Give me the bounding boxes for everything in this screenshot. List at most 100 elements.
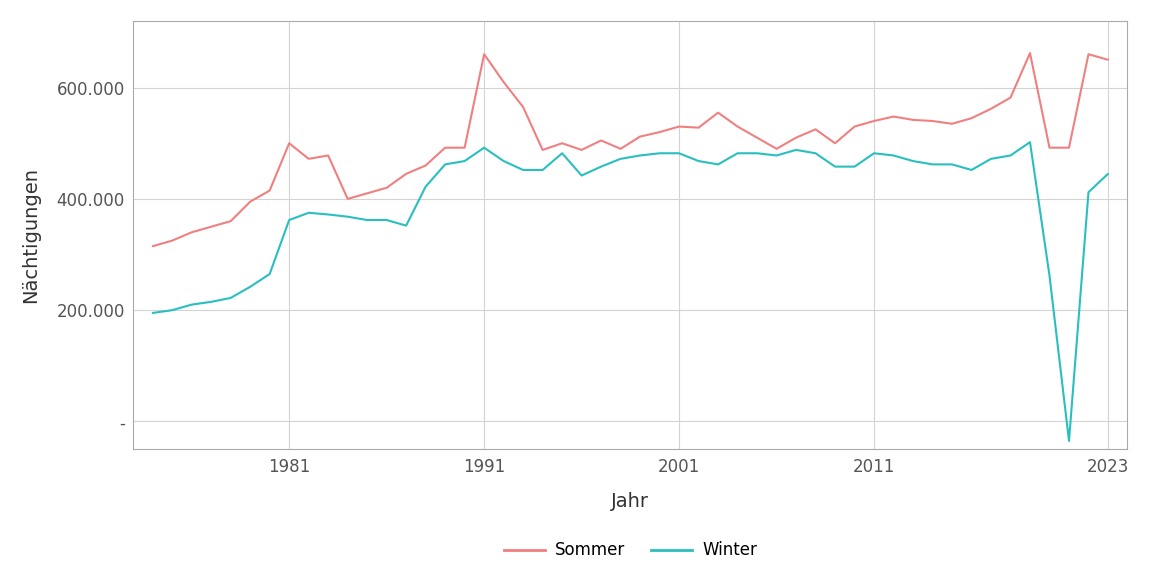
- Winter: [809, 150, 823, 157]
- Winter: [925, 161, 939, 168]
- Winter: [848, 163, 862, 170]
- Winter: [945, 161, 958, 168]
- Winter: [223, 294, 237, 301]
- Sommer: [380, 184, 394, 191]
- Sommer: [184, 229, 198, 236]
- Sommer: [165, 237, 179, 244]
- Winter: [302, 209, 316, 216]
- Winter: [594, 163, 608, 170]
- Winter: [867, 150, 881, 157]
- Sommer: [945, 120, 958, 127]
- Sommer: [964, 115, 978, 122]
- Winter: [380, 217, 394, 223]
- Winter: [789, 146, 803, 153]
- Sommer: [925, 118, 939, 124]
- Sommer: [1023, 50, 1037, 56]
- Winter: [165, 306, 179, 313]
- Sommer: [711, 109, 725, 116]
- Sommer: [282, 140, 296, 147]
- Winter: [536, 166, 550, 173]
- Winter: [1082, 189, 1096, 196]
- Winter: [614, 156, 628, 162]
- Winter: [400, 222, 414, 229]
- Winter: [361, 217, 374, 223]
- Sommer: [848, 123, 862, 130]
- Winter: [282, 217, 296, 223]
- Winter: [828, 163, 842, 170]
- Sommer: [594, 137, 608, 144]
- Winter: [770, 152, 783, 159]
- Winter: [477, 144, 491, 151]
- Sommer: [653, 128, 667, 135]
- Sommer: [1082, 51, 1096, 58]
- Winter: [653, 150, 667, 157]
- Sommer: [555, 140, 569, 147]
- Sommer: [828, 140, 842, 147]
- Winter: [691, 158, 705, 165]
- Sommer: [614, 145, 628, 152]
- Winter: [516, 166, 530, 173]
- Sommer: [516, 104, 530, 111]
- Sommer: [907, 116, 920, 123]
- Sommer: [536, 146, 550, 153]
- Winter: [730, 150, 744, 157]
- Winter: [634, 152, 647, 159]
- Sommer: [497, 78, 510, 85]
- Winter: [263, 271, 276, 278]
- Winter: [1023, 139, 1037, 146]
- Winter: [457, 158, 471, 165]
- Sommer: [575, 146, 589, 153]
- Winter: [341, 213, 355, 220]
- Sommer: [867, 118, 881, 124]
- Sommer: [400, 170, 414, 177]
- Winter: [497, 158, 510, 165]
- Sommer: [361, 190, 374, 197]
- Sommer: [321, 152, 335, 159]
- Sommer: [418, 162, 432, 169]
- Sommer: [302, 156, 316, 162]
- Winter: [1003, 152, 1017, 159]
- Sommer: [691, 124, 705, 131]
- Sommer: [223, 218, 237, 225]
- Winter: [711, 161, 725, 168]
- Line: Sommer: Sommer: [153, 53, 1108, 246]
- Legend: Sommer, Winter: Sommer, Winter: [497, 535, 764, 566]
- Sommer: [438, 144, 452, 151]
- Winter: [204, 298, 218, 305]
- Y-axis label: Nächtigungen: Nächtigungen: [21, 167, 40, 303]
- Winter: [984, 156, 998, 162]
- Winter: [555, 150, 569, 157]
- Sommer: [672, 123, 685, 130]
- Winter: [438, 161, 452, 168]
- Sommer: [146, 242, 160, 249]
- Winter: [418, 183, 432, 190]
- Winter: [243, 283, 257, 290]
- Sommer: [984, 105, 998, 112]
- Sommer: [457, 144, 471, 151]
- Winter: [184, 301, 198, 308]
- Sommer: [1003, 94, 1017, 101]
- Sommer: [887, 113, 901, 120]
- Winter: [146, 309, 160, 316]
- Sommer: [730, 123, 744, 130]
- Winter: [575, 172, 589, 179]
- Winter: [1043, 272, 1056, 279]
- Sommer: [809, 126, 823, 133]
- Winter: [1062, 438, 1076, 445]
- Sommer: [1062, 144, 1076, 151]
- Sommer: [770, 145, 783, 152]
- Winter: [750, 150, 764, 157]
- Winter: [964, 166, 978, 173]
- Winter: [672, 150, 685, 157]
- Line: Winter: Winter: [153, 142, 1108, 441]
- Winter: [887, 152, 901, 159]
- Sommer: [1101, 56, 1115, 63]
- Sommer: [1043, 144, 1056, 151]
- Winter: [321, 211, 335, 218]
- Sommer: [204, 223, 218, 230]
- Sommer: [477, 51, 491, 58]
- Winter: [907, 158, 920, 165]
- X-axis label: Jahr: Jahr: [612, 492, 650, 511]
- Sommer: [789, 134, 803, 141]
- Winter: [1101, 170, 1115, 177]
